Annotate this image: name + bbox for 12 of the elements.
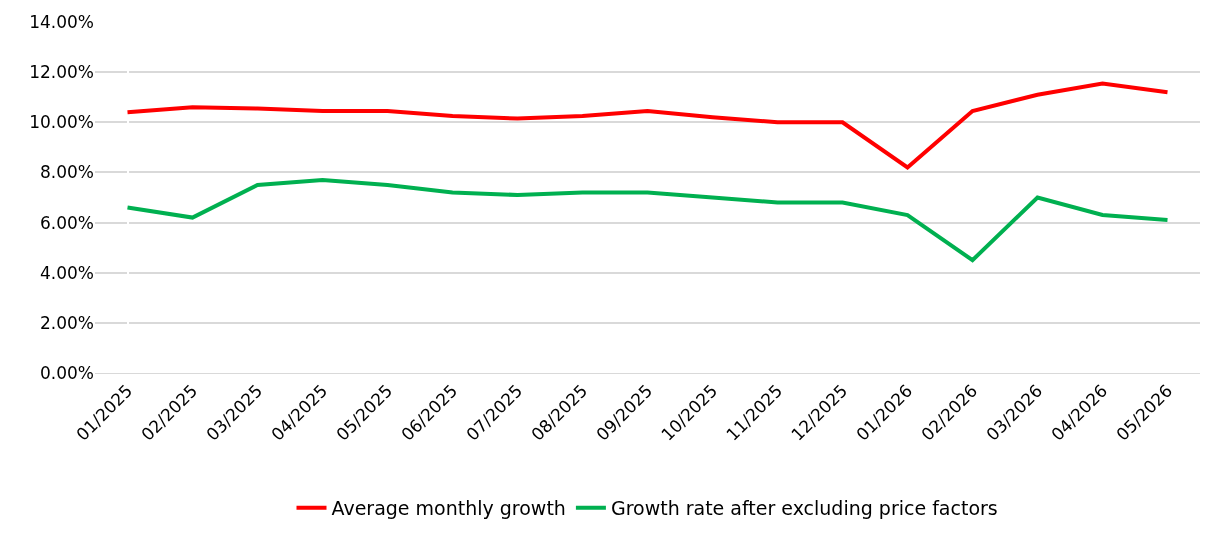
line-series xyxy=(125,177,1170,263)
y-tick-label: 14.00% xyxy=(29,11,94,32)
y-tick-label: 6.00% xyxy=(39,212,94,233)
y-tick-label: 8.00% xyxy=(39,162,94,183)
y-tick-label: 12.00% xyxy=(29,62,94,83)
y-tick-label: 4.00% xyxy=(39,262,94,283)
legend-label: Growth rate after excluding price factors xyxy=(610,497,998,520)
y-tick-label: 2.00% xyxy=(39,312,94,333)
y-tick-label: 0.00% xyxy=(39,362,94,383)
y-tick-label: 10.00% xyxy=(29,112,94,133)
line-series xyxy=(125,81,1170,170)
legend-label: Average monthly growth xyxy=(331,497,566,520)
